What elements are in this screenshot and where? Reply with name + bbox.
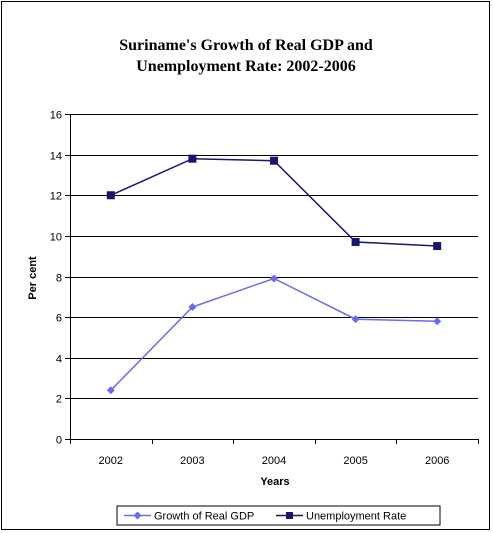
y-tick-label: 4: [56, 354, 62, 366]
x-tick-label: 2006: [425, 455, 449, 467]
y-tick-label: 2: [56, 394, 62, 406]
legend-label-unemployment: Unemployment Rate: [306, 511, 406, 523]
x-axis-title: Years: [260, 476, 289, 488]
y-tick-label: 0: [56, 435, 62, 447]
y-tick-label: 12: [50, 191, 62, 203]
data-point-gdp: [106, 386, 115, 395]
x-tick-labels: 2002 2003 2004 2005 2006: [99, 455, 450, 467]
legend-marker-gdp: [133, 511, 142, 520]
y-tick-label: 16: [50, 110, 62, 122]
chart-title-line-2: Unemployment Rate: 2002-2006: [136, 58, 356, 75]
data-point-gdp: [351, 315, 360, 324]
series-layer: [106, 154, 442, 395]
legend: Growth of Real GDP Unemployment Rate: [116, 505, 441, 526]
data-point-unemployment: [433, 242, 442, 251]
series-line-gdp: [110, 277, 438, 391]
x-tick-label: 2005: [343, 455, 367, 467]
y-tick-label: 8: [56, 273, 62, 285]
chart-title-line-1: Suriname's Growth of Real GDP and: [119, 37, 373, 54]
x-tick-label: 2004: [262, 455, 286, 467]
data-point-unemployment: [106, 191, 115, 200]
data-point-gdp: [188, 302, 197, 311]
y-tick-label: 14: [50, 151, 62, 163]
x-tick-label: 2002: [99, 455, 123, 467]
x-tick-label: 2003: [180, 455, 204, 467]
data-point-unemployment: [188, 154, 197, 163]
axes: [65, 114, 479, 444]
series-line-unemployment: [110, 157, 438, 247]
gridlines: [70, 114, 478, 399]
data-point-gdp: [270, 274, 278, 283]
y-tick-label: 6: [56, 313, 62, 325]
y-axis-title: Per cent: [27, 256, 39, 300]
data-point-gdp: [433, 317, 442, 326]
legend-marker-unemployment: [286, 512, 293, 519]
data-point-unemployment: [270, 156, 278, 165]
legend-label-gdp: Growth of Real GDP: [154, 511, 254, 523]
y-tick-label: 10: [50, 232, 62, 244]
y-tick-labels: 0 2 4 6 8 10 12 14 16: [50, 110, 62, 447]
data-point-unemployment: [351, 237, 360, 246]
